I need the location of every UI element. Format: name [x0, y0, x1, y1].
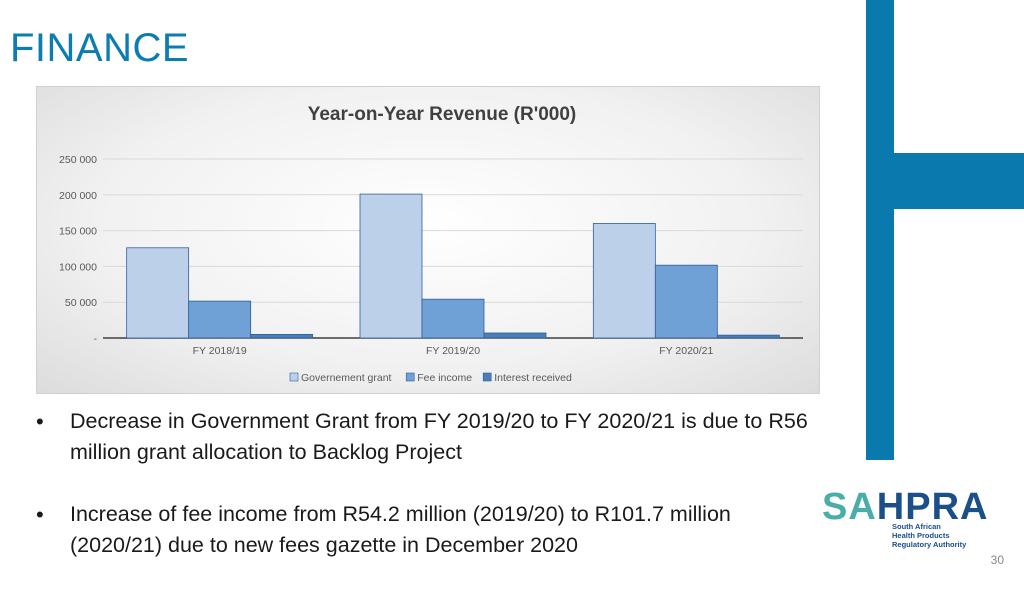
bar-1 — [126, 247, 190, 339]
logo-wordmark: SAHPRA — [822, 487, 988, 527]
legend-label: Fee income — [417, 372, 472, 384]
bar-3 — [716, 334, 780, 339]
y-tick-label: 150 000 — [59, 226, 97, 238]
revenue-chart: Year-on-Year Revenue (R'000) - 50 000 100 0… — [36, 86, 820, 394]
legend-swatch — [482, 372, 492, 382]
x-tick-label: FY 2020/21 — [659, 345, 713, 357]
bar-1 — [592, 223, 656, 339]
logo-subtitle-line: Health Products — [892, 531, 950, 540]
brand-vertical-bar — [866, 0, 894, 460]
x-tick-label: FY 2019/20 — [426, 345, 480, 357]
logo-subtitle: South African Health Products Regulatory… — [892, 522, 992, 549]
y-tick-label: 200 000 — [59, 190, 97, 202]
logo-subtitle-line: South African — [892, 522, 941, 531]
page-number: 30 — [990, 553, 1004, 567]
legend-label: Governement grant — [301, 372, 392, 384]
bar-1 — [359, 193, 423, 339]
bullet-icon: • — [36, 409, 44, 434]
logo-wordmark-sa: SA — [822, 486, 877, 528]
revenue-chart-svg: Year-on-Year Revenue (R'000) - 50 000 100 0… — [59, 104, 803, 384]
y-tick-label: 250 000 — [59, 154, 97, 166]
y-tick-label: 100 000 — [59, 261, 97, 273]
bullet-text: Decrease in Government Grant from FY 201… — [70, 409, 808, 464]
x-tick-label: FY 2018/19 — [193, 345, 247, 357]
legend-swatch — [405, 372, 415, 382]
logo-wordmark-hpra: HPRA — [876, 486, 989, 528]
legend-swatch — [289, 372, 299, 382]
bullet-list: • Decrease in Government Grant from FY 2… — [36, 406, 826, 592]
bar-3 — [483, 332, 547, 339]
bar-2 — [188, 300, 252, 339]
bullet-icon: • — [36, 502, 44, 527]
logo-subtitle-line: Regulatory Authority — [892, 540, 967, 549]
chart-title: Year-on-Year Revenue (R'000) — [308, 104, 577, 125]
legend-label: Interest received — [494, 372, 572, 384]
bullet-item: • Increase of fee income from R54.2 mill… — [36, 499, 826, 561]
bar-2 — [421, 298, 485, 339]
bar-2 — [654, 264, 718, 339]
y-tick-label: 50 000 — [65, 297, 97, 309]
slide-title: FINANCE — [10, 26, 190, 70]
bullet-text: Increase of fee income from R54.2 millio… — [70, 502, 731, 557]
y-tick-label: - — [94, 333, 98, 345]
sahpra-logo: SAHPRA South African Health Products Reg… — [822, 487, 992, 549]
bullet-item: • Decrease in Government Grant from FY 2… — [36, 406, 826, 468]
brand-horizontal-bar — [894, 153, 1024, 209]
bar-3 — [250, 334, 314, 339]
